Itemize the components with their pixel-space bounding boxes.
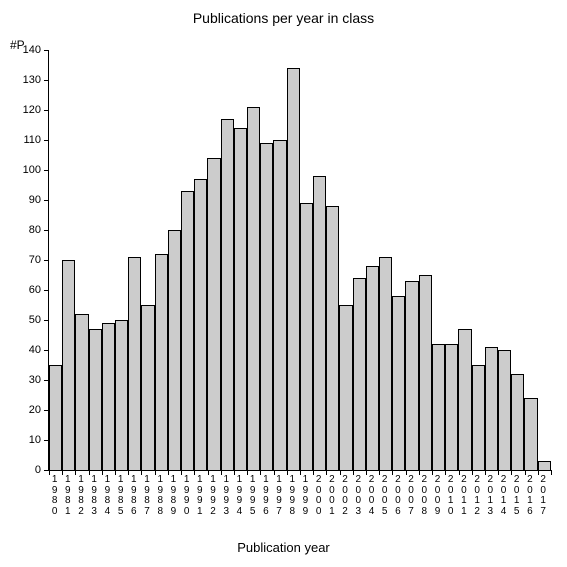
x-tick-label: 2010 (444, 475, 457, 517)
x-axis-label: Publication year (0, 540, 567, 555)
x-tick-label: 2003 (352, 475, 365, 517)
bar (207, 158, 220, 470)
bar (260, 143, 273, 470)
bar (485, 347, 498, 470)
bar (128, 257, 141, 470)
bar (524, 398, 537, 470)
bar (155, 254, 168, 470)
bar (379, 257, 392, 470)
x-tick-label: 1999 (299, 475, 312, 517)
chart-title: Publications per year in class (0, 10, 567, 26)
x-tick-label: 1985 (114, 475, 127, 517)
bar (102, 323, 115, 470)
x-tick-label: 2002 (338, 475, 351, 517)
x-tick-label: 1980 (48, 475, 61, 517)
x-tick-label: 1991 (193, 475, 206, 517)
bar (458, 329, 471, 470)
bar (300, 203, 313, 470)
x-tick-label: 1996 (259, 475, 272, 517)
x-tick-label: 1986 (127, 475, 140, 517)
bar (141, 305, 154, 470)
x-tick-label: 1982 (74, 475, 87, 517)
x-tick-label: 2015 (510, 475, 523, 517)
x-tick-label: 1981 (61, 475, 74, 517)
x-tick-label: 1989 (167, 475, 180, 517)
x-tick-label: 2009 (431, 475, 444, 517)
bar (62, 260, 75, 470)
x-tick-label: 1995 (246, 475, 259, 517)
x-tick-label: 2011 (457, 475, 470, 517)
chart-container: Publications per year in class #P 010203… (0, 0, 567, 567)
bar (472, 365, 485, 470)
bar (168, 230, 181, 470)
bar (498, 350, 511, 470)
x-tick-label: 2014 (497, 475, 510, 517)
bar (287, 68, 300, 470)
bar (392, 296, 405, 470)
x-tick-label: 2007 (404, 475, 417, 517)
bar (75, 314, 88, 470)
x-tick-label: 2008 (418, 475, 431, 517)
bars (49, 50, 551, 470)
x-tick-label: 2006 (391, 475, 404, 517)
bar (511, 374, 524, 470)
x-tick-label: 1983 (88, 475, 101, 517)
plot-area: 0102030405060708090100110120130140 (48, 50, 551, 471)
bar (538, 461, 551, 470)
x-tick-label: 2016 (523, 475, 536, 517)
bar (89, 329, 102, 470)
bar (339, 305, 352, 470)
x-tick-label: 2000 (312, 475, 325, 517)
bar (432, 344, 445, 470)
bar (247, 107, 260, 470)
x-tick-label: 1992 (206, 475, 219, 517)
bar (326, 206, 339, 470)
x-tick-label: 2004 (365, 475, 378, 517)
x-tick-label: 1998 (286, 475, 299, 517)
x-tick-label: 1984 (101, 475, 114, 517)
x-tick-mark (551, 470, 552, 475)
bar (221, 119, 234, 470)
bar (194, 179, 207, 470)
bar (405, 281, 418, 470)
x-tick-label: 2017 (537, 475, 550, 517)
bar (445, 344, 458, 470)
x-labels: 1980198119821983198419851986198719881989… (48, 475, 550, 517)
bar (313, 176, 326, 470)
x-tick-label: 2001 (325, 475, 338, 517)
bar (353, 278, 366, 470)
bar (234, 128, 247, 470)
bar (273, 140, 286, 470)
bar (115, 320, 128, 470)
x-tick-label: 2012 (471, 475, 484, 517)
bar (366, 266, 379, 470)
x-tick-label: 1988 (154, 475, 167, 517)
x-tick-label: 1997 (272, 475, 285, 517)
bar (419, 275, 432, 470)
bar (181, 191, 194, 470)
x-tick-label: 1993 (220, 475, 233, 517)
bar (49, 365, 62, 470)
x-tick-label: 1987 (140, 475, 153, 517)
x-tick-label: 2005 (378, 475, 391, 517)
x-tick-label: 1990 (180, 475, 193, 517)
x-tick-label: 2013 (484, 475, 497, 517)
x-tick-label: 1994 (233, 475, 246, 517)
